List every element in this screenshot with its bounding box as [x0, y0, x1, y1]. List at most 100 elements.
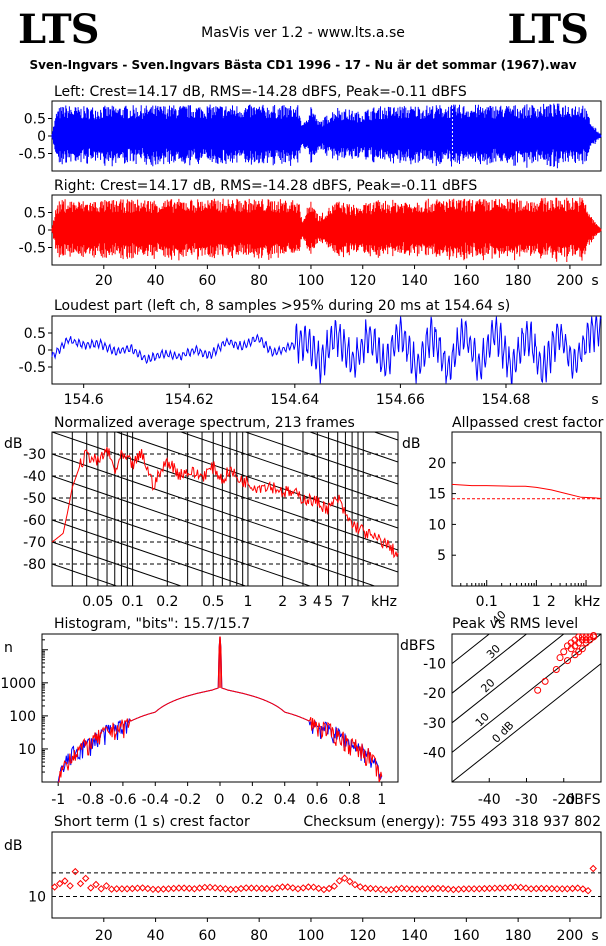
spectrum-slope-line — [52, 519, 248, 586]
spectrum-slope-line — [52, 432, 398, 551]
peak-vs-rms-diagonal-line — [452, 634, 601, 754]
peak-vs-rms-point — [560, 648, 568, 656]
short-term-crest-point — [579, 885, 587, 893]
waveform-right-ytick-label: -0.5 — [19, 241, 46, 257]
short-term-crest-xtick-label: 100 — [298, 928, 325, 944]
spectrum-xtick-label: 0.5 — [202, 594, 224, 610]
spectrum-xtick-label: 0.2 — [156, 594, 178, 610]
peak-vs-rms-diagonal-line — [452, 662, 601, 782]
spectrum-xtick-label: 2 — [278, 594, 287, 610]
lts-logo-left: LTS — [18, 6, 100, 53]
waveform-left-ytick-label: 0 — [37, 129, 46, 145]
short-term-crest-xtick-label: 200 — [557, 928, 584, 944]
short-term-crest-point — [392, 885, 401, 893]
histogram-xtick-label: -0.2 — [174, 792, 201, 808]
short-term-crest-xtick-label: 160 — [453, 928, 480, 944]
short-term-crest-point — [314, 884, 323, 893]
spectrum-ytick-label: -60 — [23, 513, 46, 529]
waveform-left-title: Left: Crest=14.17 dB, RMS=-14.28 dBFS, P… — [54, 84, 467, 100]
short-term-crest-xtick-label: 180 — [505, 928, 532, 944]
spectrum-ylabel: dB — [4, 436, 23, 452]
loudest-part-title: Loudest part (left ch, 8 samples >95% du… — [54, 298, 510, 314]
spectrum-xtick-label: 4 — [313, 594, 322, 610]
short-term-crest-xtick-label: 80 — [250, 928, 268, 944]
spectrum-slope-line — [179, 432, 398, 507]
spectrum-slope-line — [52, 453, 398, 573]
loudest-part-xunit: s — [591, 392, 598, 408]
app-title: MasVis ver 1.2 - www.lts.a.se — [201, 25, 405, 41]
peak-vs-rms-xtick-label: -30 — [515, 792, 538, 808]
short-term-crest-point — [289, 884, 297, 892]
loudest-part-xtick-label: 154.66 — [376, 392, 425, 408]
loudest-part-xtick-label: 154.6 — [64, 392, 104, 408]
waveform-right-xtick-label: 140 — [401, 273, 428, 289]
allpassed-crest-ytick-label: 5 — [437, 548, 446, 564]
lts-logo-right: LTS — [507, 6, 589, 53]
file-title: Sven-Ingvars - Sven.Ingvars Bästa CD1 19… — [29, 58, 577, 72]
peak-vs-rms-point — [563, 657, 571, 665]
short-term-crest-point — [299, 884, 307, 892]
peak-vs-rms-point — [541, 677, 549, 685]
histogram-xtick-label: 0.4 — [274, 792, 296, 808]
loudest-part-xtick-label: 154.62 — [165, 392, 214, 408]
waveform-right-xtick-label: 120 — [349, 273, 376, 289]
short-term-crest-ylabel: dB — [4, 838, 23, 854]
loudest-part-ytick-label: 0 — [37, 343, 46, 359]
peak-vs-rms-xtick-label: -40 — [478, 792, 501, 808]
peak-vs-rms-ytick-label: -30 — [423, 716, 446, 732]
spectrum-title: Normalized average spectrum, 213 frames — [54, 415, 355, 431]
short-term-crest-point — [584, 886, 592, 895]
short-term-crest-point — [408, 885, 416, 893]
spectrum-xtick-label: 1 — [243, 594, 252, 610]
short-term-crest-point — [382, 886, 390, 894]
allpassed-crest-ylabel: dB — [402, 436, 421, 452]
spectrum-ytick-label: -50 — [23, 491, 46, 507]
spectrum-slope-line — [114, 432, 398, 529]
peak-vs-rms-point — [556, 654, 564, 662]
short-term-crest-point — [346, 877, 354, 886]
allpassed-crest-frame — [451, 431, 602, 587]
short-term-crest-point — [320, 885, 328, 894]
short-term-crest-point — [76, 879, 85, 888]
allpassed-crest-xunit: kHz — [574, 594, 600, 610]
short-term-crest-xtick-label: 60 — [198, 928, 216, 944]
histogram-ytick-label: 1000 — [0, 676, 36, 692]
short-term-crest-point — [87, 884, 95, 892]
histogram-xtick-label: 1 — [377, 792, 386, 808]
short-term-crest-frame — [51, 831, 602, 919]
spectrum-xunit: kHz — [371, 594, 397, 610]
allpassed-crest-xtick-label: 0.1 — [476, 594, 498, 610]
short-term-crest-point — [195, 884, 204, 892]
histogram-xtick-label: -0.4 — [142, 792, 169, 808]
allpassed-crest-title: Allpassed crest factor — [452, 415, 604, 431]
spectrum-ytick-label: -40 — [23, 469, 46, 485]
spectrum-xtick-label: 0.05 — [82, 594, 113, 610]
allpassed-crest-xtick-label: 2 — [547, 594, 556, 610]
peak-vs-rms-point — [534, 686, 542, 694]
histogram-ytick-label: 100 — [9, 709, 36, 725]
short-term-crest-point — [61, 877, 69, 885]
spectrum-slope-line — [52, 497, 312, 586]
peak-vs-rms-ytick-label: -20 — [423, 686, 446, 702]
loudest-part-ytick-label: 0.5 — [24, 326, 46, 342]
histogram-ytick-label: 10 — [18, 742, 36, 758]
waveform-right-xtick-label: 60 — [198, 273, 216, 289]
short-term-crest-point — [175, 884, 183, 892]
waveform-right-xtick-label: 200 — [557, 273, 584, 289]
waveform-right-xunit: s — [591, 273, 598, 289]
loudest-part-signal — [51, 315, 602, 384]
short-term-crest-point — [97, 885, 105, 893]
short-term-crest-point — [102, 882, 111, 890]
short-term-crest-point — [470, 885, 478, 893]
waveform-left-ytick-label: 0.5 — [24, 112, 46, 128]
histogram-ylabel: n — [4, 640, 13, 656]
histogram-xtick-label: 0.2 — [241, 792, 263, 808]
histogram-title: Histogram, "bits": 15.7/15.7 — [54, 616, 250, 632]
loudest-part-ytick-label: -0.5 — [19, 360, 46, 376]
waveform-right-xtick-label: 100 — [298, 273, 325, 289]
peak-vs-rms-diagonals — [452, 634, 601, 782]
waveform-right-xtick-label: 80 — [250, 273, 268, 289]
short-term-crest-point — [351, 880, 359, 889]
histogram-xtick-label: -0.6 — [109, 792, 136, 808]
spectrum-slope-line — [52, 475, 377, 586]
